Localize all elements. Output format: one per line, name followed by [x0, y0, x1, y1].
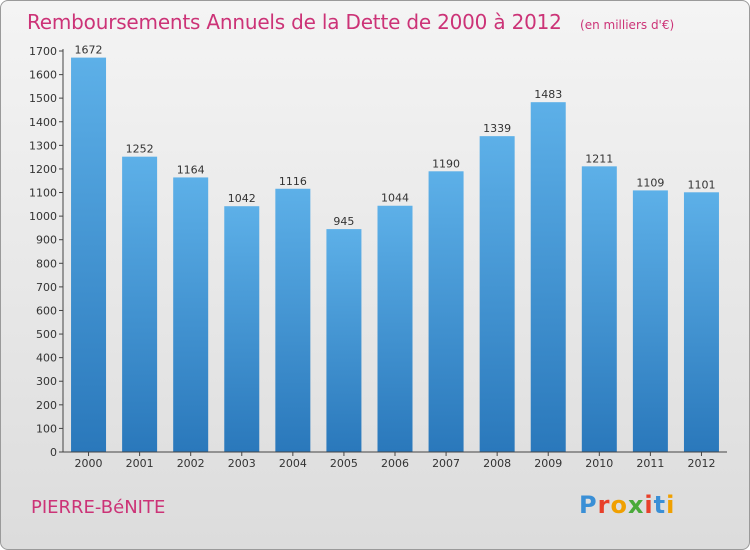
y-tick-label: 600 [36, 304, 57, 317]
bar [377, 205, 413, 452]
x-tick-label: 2002 [177, 457, 205, 470]
y-tick-label: 1200 [29, 163, 57, 176]
y-axis: 0 100 200 300 400 500 600 700 800 900 1000 1100 1200… [29, 45, 64, 459]
y-tick-label: 500 [36, 328, 57, 341]
bar-value-label: 1164 [177, 163, 205, 176]
x-tick-label: 2008 [483, 457, 511, 470]
bars: 1672 1252 1164 1042 1116 945 1044 1190 1339 1483 1… [71, 44, 719, 453]
bar-value-label: 1190 [432, 157, 460, 170]
y-tick-label: 300 [36, 375, 57, 388]
x-tick-label: 2009 [534, 457, 562, 470]
chart-title: Remboursements Annuels de la Dette de 20… [27, 10, 674, 34]
bar [122, 156, 158, 452]
x-tick-label: 2011 [636, 457, 664, 470]
logo-letter: r [597, 491, 611, 519]
x-tick-label: 2006 [381, 457, 409, 470]
y-tick-label: 400 [36, 352, 57, 365]
x-tick-label: 2003 [228, 457, 256, 470]
y-tick-label: 1400 [29, 116, 57, 129]
y-tick-label: 100 [36, 422, 57, 435]
x-tick-label: 2007 [432, 457, 460, 470]
bar [428, 171, 464, 453]
bar [326, 229, 362, 452]
y-tick-label: 1700 [29, 45, 57, 58]
logo-letter: i [644, 491, 654, 519]
logo-letter: t [653, 491, 667, 519]
y-tick-label: 1500 [29, 92, 57, 105]
bar-value-label: 1116 [279, 175, 307, 188]
bar-value-label: 1252 [126, 143, 154, 156]
y-tick-label: 200 [36, 399, 57, 412]
bar-value-label: 1339 [483, 122, 511, 135]
bar [581, 166, 617, 452]
x-tick-label: 2012 [687, 457, 715, 470]
bar-value-label: 1101 [687, 178, 715, 191]
unit-note: (en milliers d'€) [580, 18, 675, 32]
logo-letter: P [579, 491, 598, 519]
chart-title-text: Remboursements Annuels de la Dette de 20… [27, 10, 562, 34]
bar [224, 206, 260, 452]
bar-value-label: 1483 [534, 88, 562, 101]
bar [632, 190, 668, 452]
y-tick-label: 1100 [29, 187, 57, 200]
logo-letter: o [610, 491, 628, 519]
bar-value-label: 1672 [75, 44, 103, 57]
y-tick-label: 800 [36, 257, 57, 270]
bar-value-label: 1211 [585, 152, 613, 165]
bar-value-label: 1044 [381, 192, 409, 205]
y-tick-label: 900 [36, 234, 57, 247]
bar [71, 57, 107, 452]
bar-value-label: 945 [333, 215, 354, 228]
bar [275, 188, 311, 452]
x-tick-label: 2000 [75, 457, 103, 470]
bar-value-label: 1042 [228, 192, 256, 205]
x-tick-label: 2004 [279, 457, 307, 470]
bar [479, 136, 515, 452]
city-name: PIERRE-BéNITE [31, 497, 166, 518]
bar [683, 192, 719, 453]
logo-text: Proxiti [579, 491, 675, 519]
x-tick-label: 2005 [330, 457, 358, 470]
y-tick-label: 1000 [29, 210, 57, 223]
bar [173, 177, 209, 453]
y-tick-label: 700 [36, 281, 57, 294]
x-tick-label: 2010 [585, 457, 613, 470]
bar-value-label: 1109 [636, 176, 664, 189]
logo-letter: i [666, 491, 676, 519]
x-axis: 2000 2001 2002 2003 2004 2005 2006 2007 2008 2009… [63, 451, 727, 470]
bar [530, 102, 566, 453]
y-tick-label: 0 [50, 446, 57, 459]
logo-letter: x [627, 491, 645, 519]
proxiti-logo[interactable]: Proxiti [579, 491, 675, 519]
x-tick-label: 2001 [126, 457, 154, 470]
y-tick-label: 1600 [29, 69, 57, 82]
y-tick-label: 1300 [29, 139, 57, 152]
